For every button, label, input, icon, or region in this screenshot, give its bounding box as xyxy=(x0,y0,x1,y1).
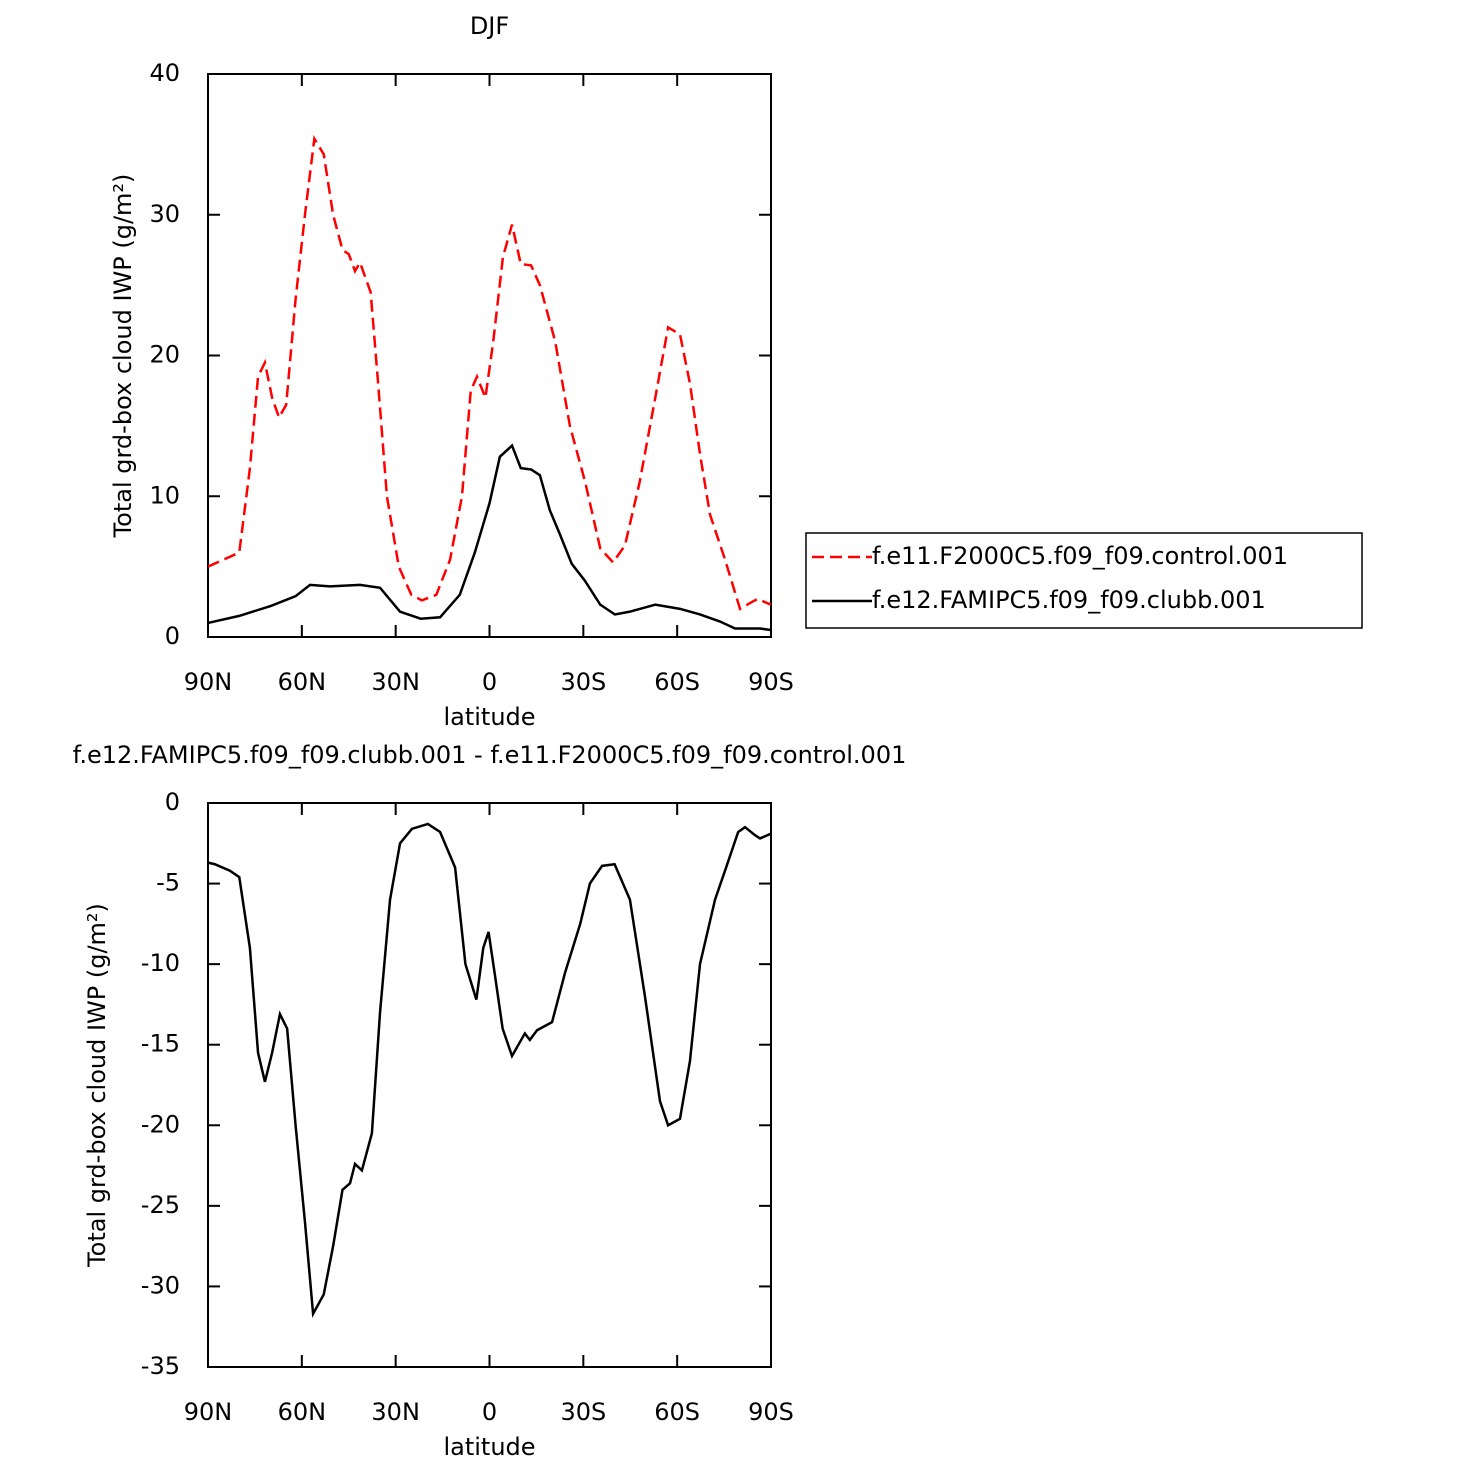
plot-frame xyxy=(207,73,772,638)
data-line xyxy=(207,822,772,1319)
x-tick-label: 30N xyxy=(371,1398,420,1426)
x-tick-label: 90N xyxy=(184,1398,233,1426)
y-tick-label: 0 xyxy=(165,788,180,816)
y-tick-label: -10 xyxy=(141,949,180,977)
legend-box xyxy=(805,532,1363,629)
x-tick-label: 30S xyxy=(560,1398,606,1426)
y-tick-label: -5 xyxy=(156,869,180,897)
x-tick-label: 60S xyxy=(654,1398,700,1426)
x-tick-label: 90S xyxy=(748,668,794,696)
y-tick-label: 0 xyxy=(165,622,180,650)
y-tick-label: 30 xyxy=(149,200,180,228)
y-tick-label: -20 xyxy=(141,1110,180,1138)
x-tick-label: 30N xyxy=(371,668,420,696)
x-tick-label: 90S xyxy=(748,1398,794,1426)
x-tick-label: 90N xyxy=(184,668,233,696)
data-line xyxy=(207,135,772,611)
y-axis-label: Total grd-box cloud IWP (g/m²) xyxy=(83,903,111,1268)
x-tick-label: 60N xyxy=(278,668,327,696)
legend-label: f.e11.F2000C5.f09_f09.control.001 xyxy=(872,542,1288,570)
y-tick-label: 40 xyxy=(149,59,180,87)
x-axis-label: latitude xyxy=(443,703,535,731)
y-axis-label: Total grd-box cloud IWP (g/m²) xyxy=(109,174,137,539)
y-tick-label: -30 xyxy=(141,1271,180,1299)
data-line xyxy=(207,443,772,632)
y-tick-label: -15 xyxy=(141,1030,180,1058)
x-tick-label: 30S xyxy=(560,668,606,696)
chart-title: f.e12.FAMIPC5.f09_f09.clubb.001 - f.e11.… xyxy=(73,741,907,769)
y-tick-label: -25 xyxy=(141,1191,180,1219)
legend-label: f.e12.FAMIPC5.f09_f09.clubb.001 xyxy=(872,586,1266,614)
x-axis-label: latitude xyxy=(443,1433,535,1461)
x-tick-label: 60S xyxy=(654,668,700,696)
y-tick-label: 20 xyxy=(149,341,180,369)
y-tick-label: 10 xyxy=(149,481,180,509)
y-tick-label: -35 xyxy=(141,1352,180,1380)
x-tick-label: 0 xyxy=(482,1398,497,1426)
chart-title: DJF xyxy=(470,12,509,40)
x-tick-label: 60N xyxy=(278,1398,327,1426)
x-tick-label: 0 xyxy=(482,668,497,696)
